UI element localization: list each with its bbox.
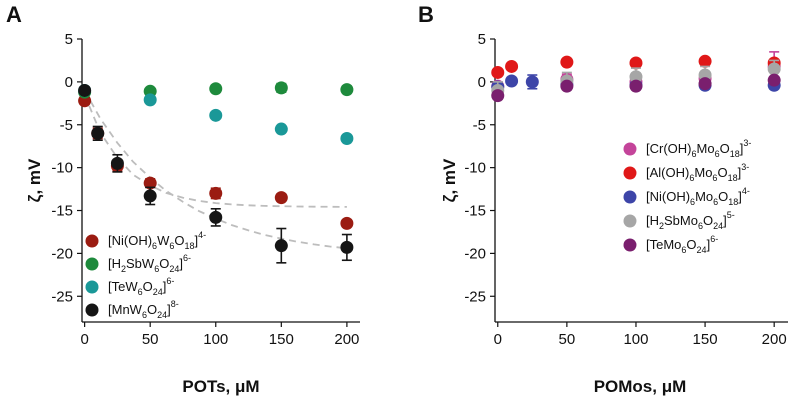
- legend-marker: [623, 214, 637, 228]
- data-point-a-series-4: [274, 239, 288, 253]
- data-point-b-series-5: [629, 79, 643, 93]
- legend-label: [TeW6O24]6-: [108, 276, 174, 297]
- data-point-b-series-5: [560, 79, 574, 93]
- legend-label: [TeMo6O24]6-: [646, 234, 718, 255]
- y-tick-label: 5: [65, 31, 73, 48]
- x-tick-label: 200: [334, 331, 359, 348]
- data-point-b-series-4: [629, 70, 643, 84]
- y-tick-label: -10: [51, 160, 73, 177]
- data-point-a-series-3: [143, 93, 157, 107]
- y-tick-label: 0: [65, 74, 73, 91]
- y-tick-label: -25: [51, 288, 73, 305]
- legend-label: [H2SbMo6O24]5-: [646, 210, 735, 231]
- data-point-a-series-3: [209, 108, 223, 122]
- x-axis-title: POTs, μM: [182, 377, 259, 396]
- data-point-a-series-4: [340, 240, 354, 254]
- data-point-b-series-2: [491, 65, 505, 79]
- x-tick-label: 50: [559, 331, 576, 348]
- y-tick-label: -20: [464, 245, 486, 262]
- legend-marker: [85, 257, 99, 271]
- legend-marker: [85, 303, 99, 317]
- x-tick-label: 0: [80, 331, 88, 348]
- x-tick-label: 0: [494, 331, 502, 348]
- legend-marker: [623, 238, 637, 252]
- legend-marker: [623, 190, 637, 204]
- legend-label: [Al(OH)6Mo6O18]3-: [646, 162, 749, 183]
- fit-curve: [83, 94, 347, 208]
- data-point-b-series-2: [560, 55, 574, 69]
- data-point-a-series-3: [340, 131, 354, 145]
- y-tick-label: 5: [478, 31, 486, 48]
- legend-marker: [85, 280, 99, 294]
- data-point-a-series-1: [274, 191, 288, 205]
- y-tick-label: -25: [464, 288, 486, 305]
- data-point-a-series-1: [340, 216, 354, 230]
- panel-b-letter: B: [418, 2, 434, 27]
- x-axis-title: POMos, μM: [594, 377, 687, 396]
- legend-label: [Ni(OH)6W6O18]4-: [108, 230, 206, 251]
- legend-label: [Ni(OH)6Mo6O18]4-: [646, 186, 750, 207]
- y-tick-label: -5: [60, 117, 73, 134]
- data-point-a-series-4: [110, 156, 124, 170]
- data-point-a-series-4: [78, 83, 92, 97]
- data-point-a-series-3: [274, 122, 288, 136]
- data-point-b-series-5: [698, 77, 712, 91]
- y-tick-label: -15: [464, 203, 486, 220]
- data-point-a-series-4: [209, 210, 223, 224]
- x-tick-label: 50: [142, 331, 159, 348]
- data-point-b-series-5: [491, 89, 505, 103]
- x-tick-label: 100: [623, 331, 648, 348]
- y-tick-label: 0: [478, 74, 486, 91]
- data-point-a-series-2: [340, 83, 354, 97]
- x-tick-label: 150: [693, 331, 718, 348]
- legend-marker: [623, 166, 637, 180]
- data-point-a-series-1: [209, 186, 223, 200]
- legend-marker: [85, 234, 99, 248]
- y-tick-label: -10: [464, 160, 486, 177]
- data-point-a-series-4: [91, 126, 105, 140]
- data-point-b-series-5: [767, 73, 781, 87]
- data-point-b-series-2: [505, 59, 519, 73]
- data-point-a-series-1: [143, 176, 157, 190]
- data-point-a-series-2: [209, 82, 223, 96]
- data-point-b-series-3: [505, 74, 519, 88]
- data-point-a-series-4: [143, 189, 157, 203]
- y-axis-title: ζ, mV: [25, 158, 44, 202]
- y-tick-label: -20: [51, 245, 73, 262]
- legend-label: [MnW6O24]8-: [108, 299, 179, 320]
- data-point-b-series-4: [767, 62, 781, 76]
- y-axis-title: ζ, mV: [440, 158, 459, 202]
- panel-a-letter: A: [6, 2, 22, 27]
- y-tick-label: -5: [473, 117, 486, 134]
- data-point-b-series-3: [525, 75, 539, 89]
- data-point-a-series-2: [274, 81, 288, 95]
- x-tick-label: 200: [762, 331, 787, 348]
- data-point-b-series-2: [629, 56, 643, 70]
- fit-curve: [83, 90, 347, 250]
- x-tick-label: 100: [203, 331, 228, 348]
- legend-label: [Cr(OH)6Mo6O18]3-: [646, 138, 751, 159]
- legend-label: [H2SbW6O24]6-: [108, 253, 191, 274]
- x-tick-label: 150: [269, 331, 294, 348]
- data-point-b-series-2: [698, 54, 712, 68]
- y-tick-label: -15: [51, 203, 73, 220]
- legend-marker: [623, 142, 637, 156]
